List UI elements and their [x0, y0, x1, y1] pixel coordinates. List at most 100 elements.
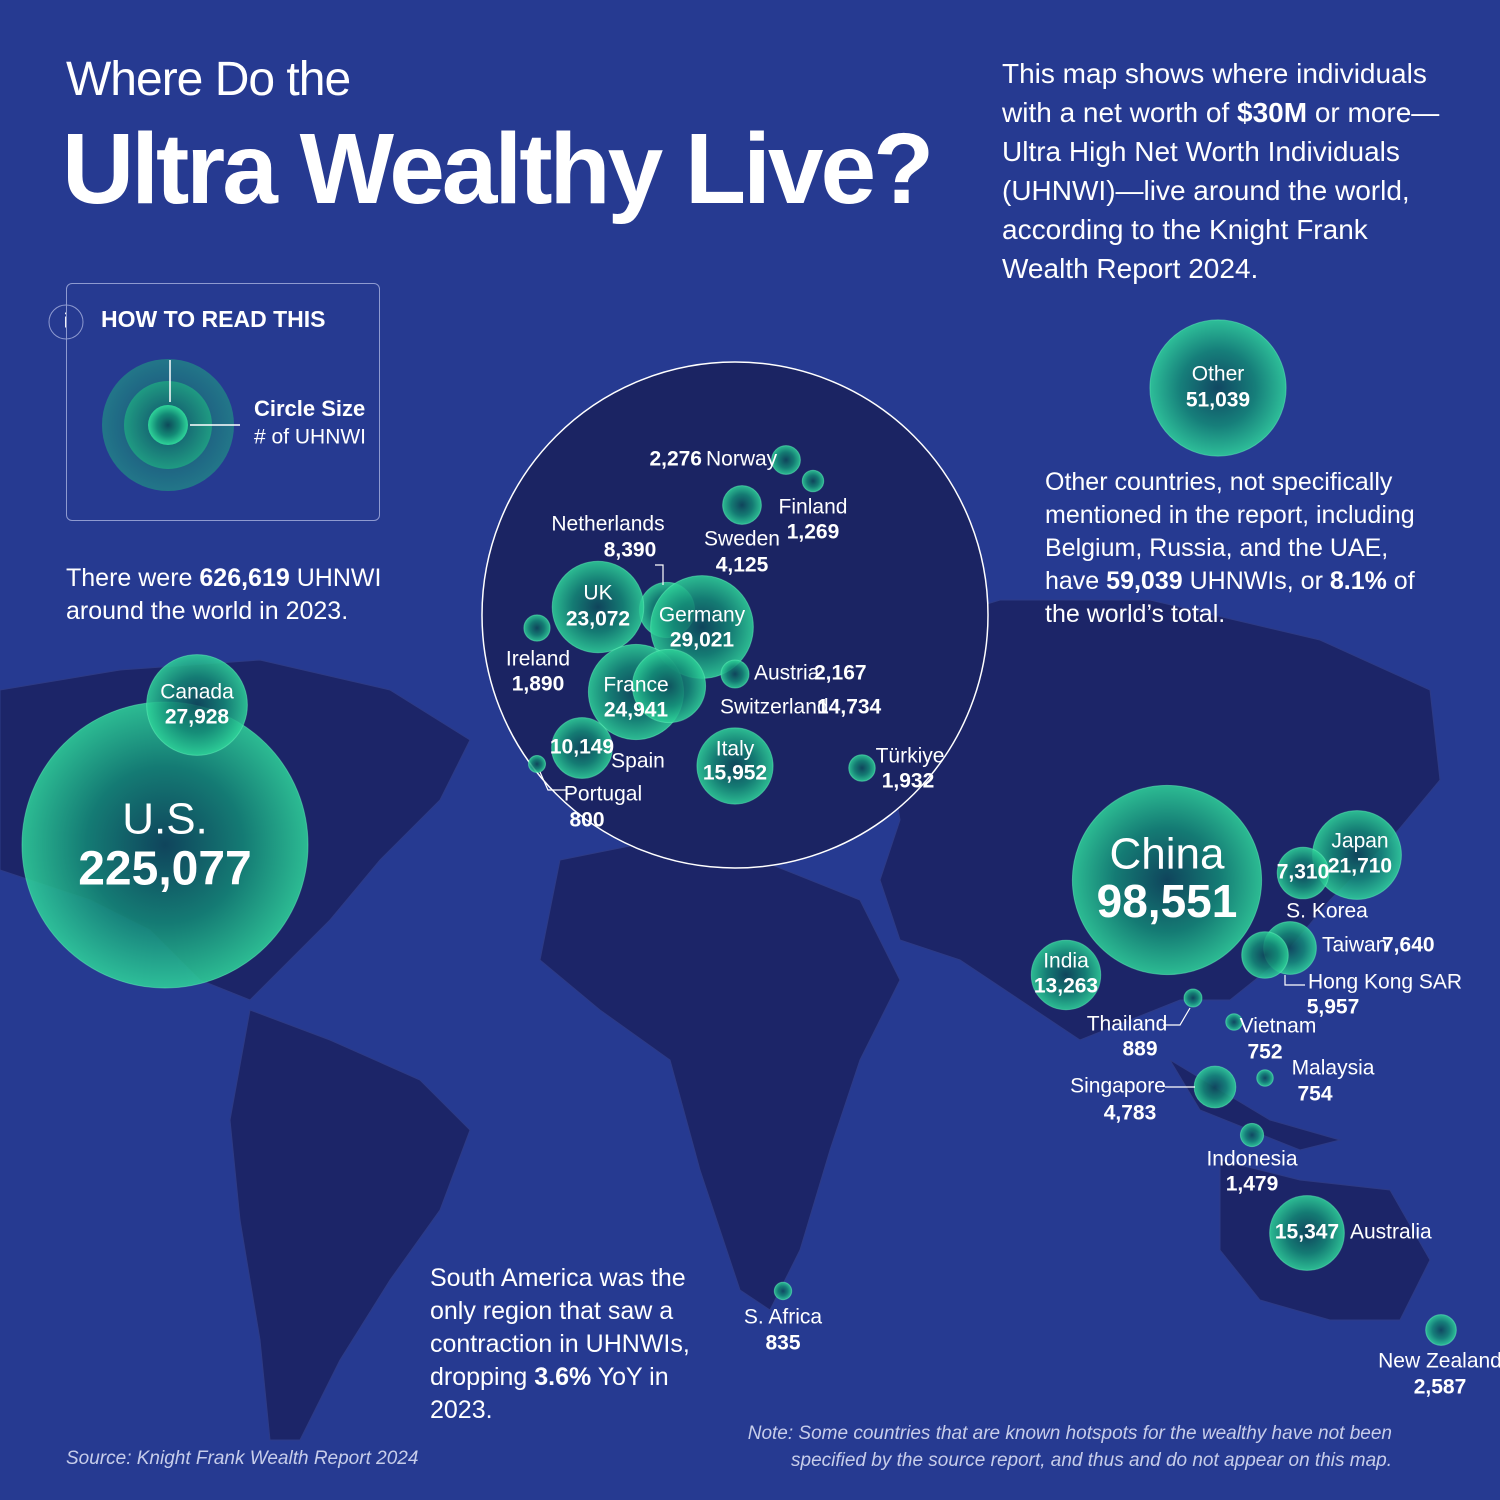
bubble — [1241, 931, 1289, 979]
country-value: 27,928 — [165, 706, 230, 729]
country-name: S. Korea — [1286, 900, 1368, 923]
country-name: Thailand — [1087, 1013, 1168, 1036]
country-name: S. Africa — [744, 1306, 823, 1329]
bubble — [1183, 988, 1203, 1008]
legend-box — [66, 283, 380, 521]
country-name: UK — [583, 582, 612, 605]
country-name: Austria — [754, 662, 820, 685]
leader-line — [1163, 1007, 1191, 1026]
country-value: 21,710 — [1328, 855, 1392, 878]
country-name: Other — [1192, 363, 1245, 386]
country-value: 23,072 — [566, 608, 630, 631]
legend-label: Circle Size — [254, 396, 365, 421]
bubble — [848, 754, 876, 782]
country-value: 2,276 — [649, 448, 702, 471]
legend-title: HOW TO READ THIS — [101, 306, 325, 332]
note: Note: Some countries that are known hots… — [747, 1423, 1392, 1471]
bubble — [1071, 784, 1263, 976]
leader-line — [539, 771, 566, 791]
country-value: 1,269 — [787, 521, 840, 544]
highlight: 3.6% — [534, 1363, 592, 1391]
bubble — [1149, 319, 1287, 457]
country-name: Canada — [160, 681, 234, 704]
country-value: 889 — [1122, 1038, 1157, 1061]
text: This map shows where individuals with a … — [1002, 58, 1427, 128]
country-value: 754 — [1297, 1083, 1332, 1106]
bubble — [771, 445, 801, 475]
bubble — [1269, 1195, 1345, 1271]
country-name: Australia — [1350, 1221, 1432, 1244]
country-name: Vietnam — [1240, 1015, 1317, 1038]
country-value: 4,125 — [716, 554, 769, 577]
country-name: Spain — [611, 750, 665, 773]
country-value: 24,941 — [604, 699, 669, 722]
leader-line — [655, 564, 664, 585]
country-value: 7,640 — [1382, 934, 1435, 957]
country-value: 1,479 — [1226, 1173, 1279, 1196]
total-note: There were 626,619 UHNWI around the worl… — [66, 562, 386, 628]
bubble — [722, 485, 762, 525]
country-value: 835 — [765, 1332, 800, 1355]
country-value: 2,167 — [814, 662, 867, 685]
country-name: France — [603, 674, 668, 697]
country-name: U.S. — [122, 795, 208, 844]
country-name: Netherlands — [551, 513, 664, 536]
country-value: 29,021 — [670, 629, 735, 652]
country-value: 5,957 — [1307, 996, 1360, 1019]
text: of the world’s total. — [1045, 567, 1415, 628]
country-value: 1,890 — [512, 673, 565, 696]
country-name: Finland — [779, 496, 848, 519]
country-name: Hong Kong SAR — [1308, 971, 1462, 994]
legend-sublabel: # of UHNWI — [254, 426, 366, 449]
country-name: Italy — [716, 738, 755, 761]
bubble — [551, 717, 613, 779]
bubble — [1425, 1314, 1457, 1346]
intro: This map shows where individuals with a … — [1002, 54, 1462, 288]
text: YoY in 2023. — [430, 1363, 669, 1424]
bubble — [1276, 846, 1330, 900]
country-name: Ireland — [506, 648, 570, 671]
bubble — [523, 614, 551, 642]
text: or more—Ultra High Net Worth Individuals… — [1002, 97, 1440, 284]
country-value: 752 — [1247, 1041, 1282, 1064]
country-name: China — [1110, 830, 1225, 879]
bubble — [1030, 939, 1102, 1011]
bubble — [696, 727, 774, 805]
country-value: 15,347 — [1275, 1221, 1339, 1244]
bubble — [146, 654, 248, 756]
country-value: 98,551 — [1097, 875, 1238, 927]
country-value: 1,932 — [882, 770, 935, 793]
country-value: 14,734 — [817, 696, 882, 719]
leader-line — [1284, 975, 1305, 986]
country-value: 2,587 — [1414, 1376, 1467, 1399]
highlight: 8.1% — [1329, 567, 1387, 595]
country-name: Taiwan — [1322, 934, 1387, 957]
country-name: Norway — [706, 448, 778, 471]
country-value: 51,039 — [1186, 389, 1250, 412]
text: South America was the only region that s… — [430, 1264, 690, 1391]
bubble — [551, 560, 645, 654]
country-name: Japan — [1331, 830, 1388, 853]
text: UHNWIs, or — [1182, 567, 1330, 595]
country-name: Sweden — [704, 528, 780, 551]
country-name: Malaysia — [1292, 1057, 1375, 1080]
highlight: 59,039 — [1106, 567, 1183, 595]
bubble — [1193, 1065, 1237, 1109]
country-name: Indonesia — [1206, 1148, 1297, 1171]
country-value: 8,390 — [604, 539, 657, 562]
country-value: 4,783 — [1104, 1102, 1157, 1125]
bubble — [773, 1281, 793, 1301]
bubble — [720, 659, 750, 689]
highlight: $30M — [1237, 97, 1308, 128]
bubble — [527, 754, 547, 774]
country-name: New Zealand — [1378, 1350, 1500, 1373]
country-value: 7,310 — [1277, 861, 1330, 884]
title-line1: Where Do the — [66, 53, 351, 106]
highlight: 626,619 — [199, 564, 290, 592]
bubble — [631, 648, 707, 724]
country-value: 15,952 — [703, 762, 767, 785]
country-name: Germany — [659, 604, 746, 627]
text: There were — [66, 564, 200, 592]
bubbles: U.S.225,077Canada27,928China98,551Japan2… — [21, 319, 1500, 1399]
